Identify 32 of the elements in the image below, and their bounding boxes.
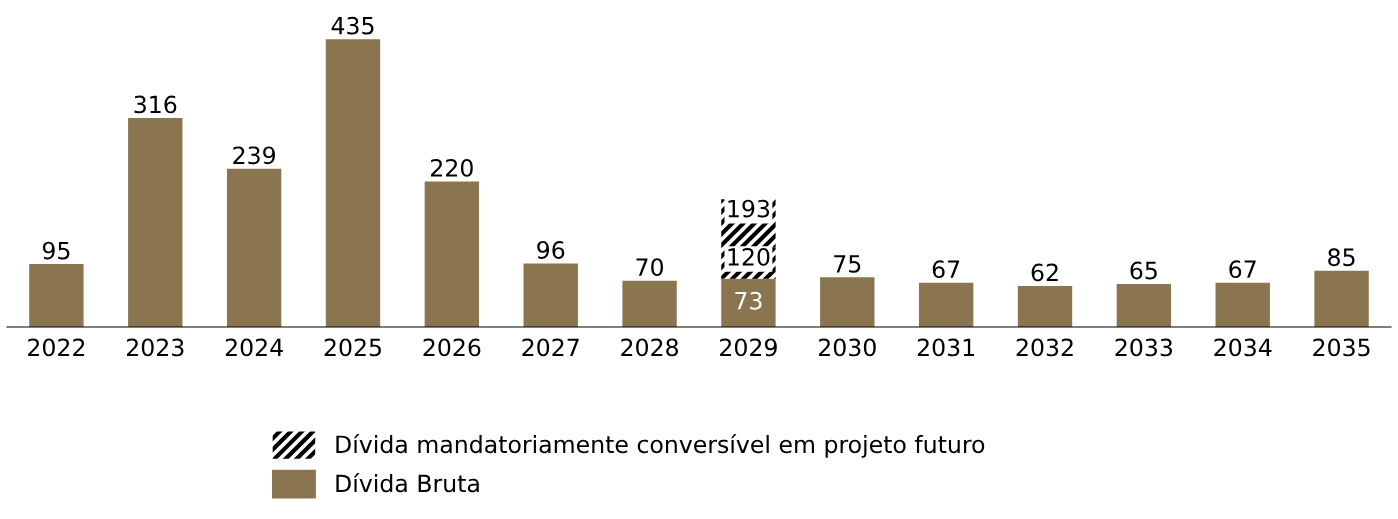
legend-label: Dívida mandatoriamente conversível em projeto futuro bbox=[336, 434, 985, 458]
x-tick-label: 2032 bbox=[1016, 338, 1073, 357]
data-label: 435 bbox=[331, 16, 374, 35]
x-tick-label: 2035 bbox=[1313, 338, 1370, 357]
data-label: 239 bbox=[233, 146, 276, 165]
data-label: 75 bbox=[834, 255, 861, 273]
data-label: 85 bbox=[1328, 248, 1355, 267]
data-label: 70 bbox=[636, 258, 664, 277]
data-label: 95 bbox=[42, 241, 70, 260]
x-tick-label: 2031 bbox=[917, 338, 975, 357]
x-tick-label: 2030 bbox=[818, 338, 876, 357]
annotation: 193 bbox=[728, 199, 770, 218]
x-tick-label: 2026 bbox=[423, 338, 481, 357]
data-label: 96 bbox=[537, 241, 565, 259]
data-label: 65 bbox=[1130, 261, 1157, 280]
x-tick-label: 2022 bbox=[28, 338, 85, 357]
data-label: 316 bbox=[134, 95, 177, 114]
x-tick-label: 2033 bbox=[1115, 338, 1173, 357]
data-label: 62 bbox=[1031, 263, 1058, 282]
data-label: 73 bbox=[735, 291, 762, 310]
data-label: 67 bbox=[1229, 260, 1256, 279]
x-tick-label: 2029 bbox=[720, 338, 777, 357]
x-tick-label: 2027 bbox=[522, 338, 579, 357]
legend-label: Dívida Bruta bbox=[336, 473, 479, 493]
x-tick-label: 2025 bbox=[324, 338, 381, 357]
data-label: 220 bbox=[431, 158, 473, 177]
x-tick-label: 2028 bbox=[621, 338, 678, 357]
x-tick-label: 2034 bbox=[1214, 338, 1272, 357]
annotation: 120 bbox=[728, 247, 770, 266]
x-tick-label: 2024 bbox=[225, 338, 283, 357]
x-tick-label: 2023 bbox=[126, 338, 184, 357]
data-label: 67 bbox=[932, 260, 960, 279]
